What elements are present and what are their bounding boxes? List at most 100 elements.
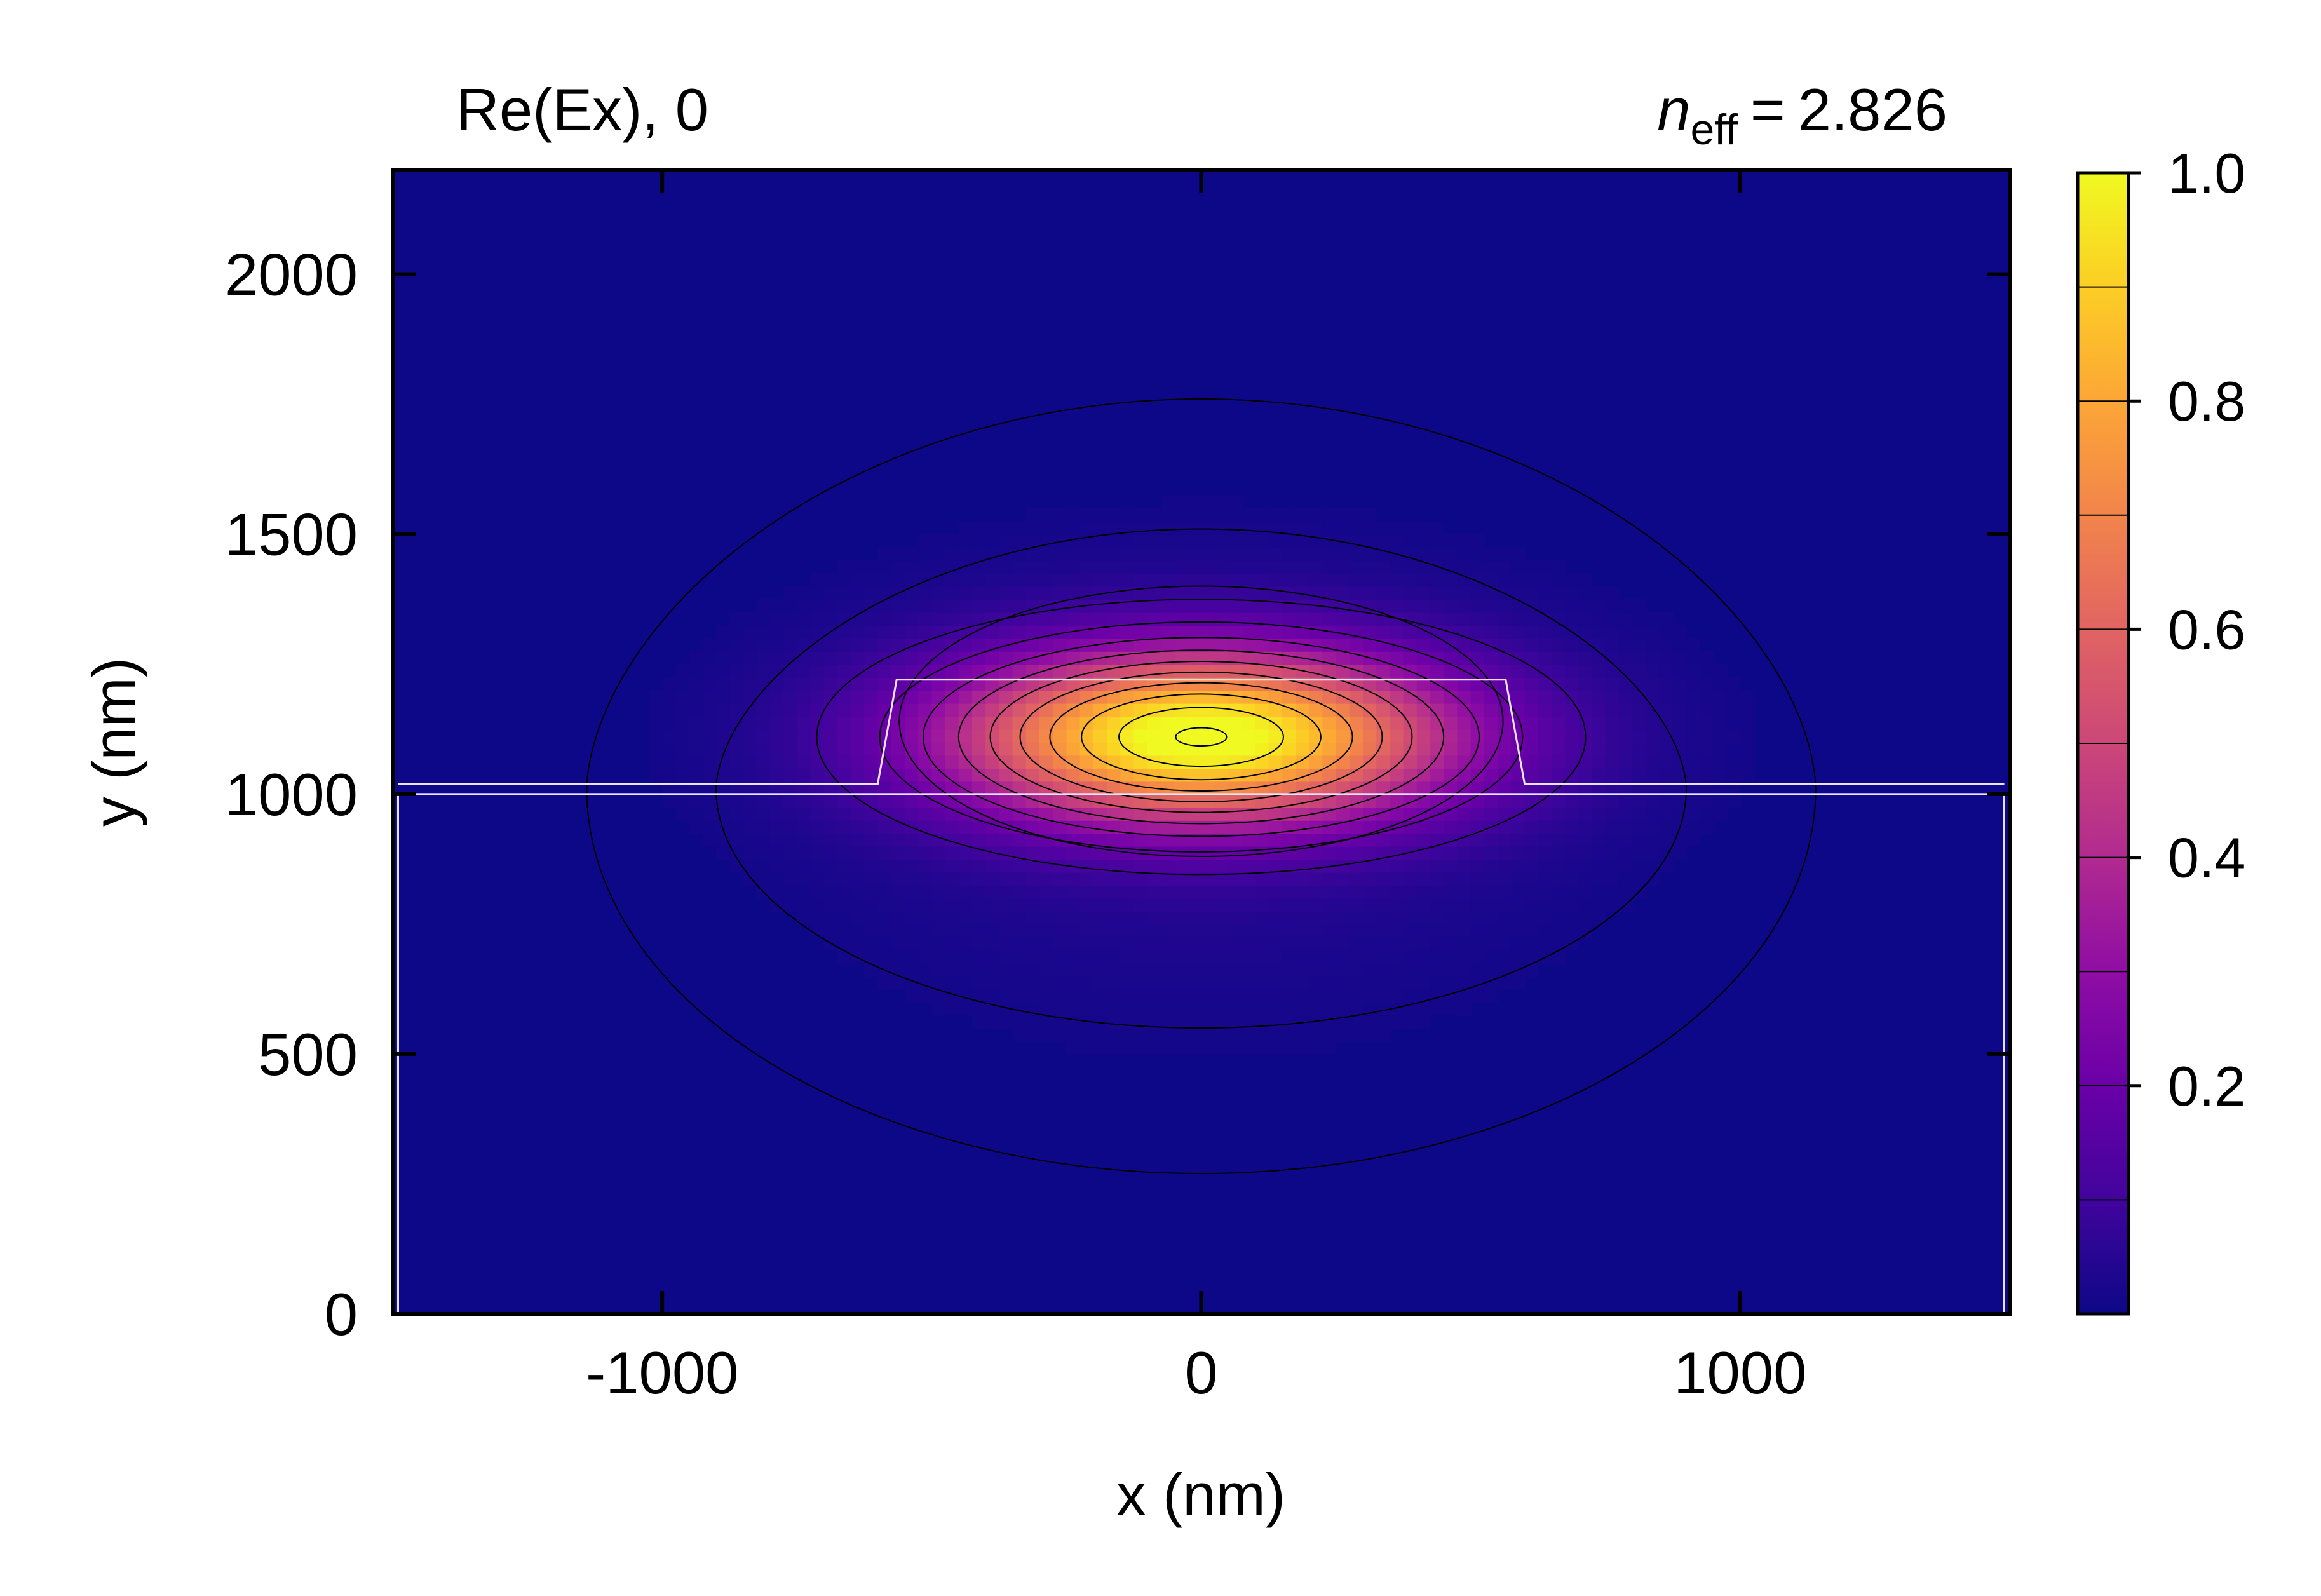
field-cell bbox=[1255, 976, 1269, 990]
field-cell bbox=[1295, 820, 1310, 834]
field-cell bbox=[769, 885, 785, 899]
field-cell bbox=[1214, 508, 1229, 522]
field-cell bbox=[931, 963, 946, 977]
field-cell bbox=[1726, 768, 1741, 782]
field-cell bbox=[823, 872, 838, 886]
field-cell bbox=[1079, 521, 1094, 535]
field-cell bbox=[1403, 885, 1418, 899]
field-cell bbox=[999, 742, 1013, 756]
field-cell bbox=[891, 833, 905, 847]
field-cell bbox=[689, 703, 703, 717]
field-cell bbox=[931, 1002, 946, 1016]
field-cell bbox=[1188, 910, 1202, 925]
field-cell bbox=[985, 521, 1000, 535]
field-cell bbox=[1390, 521, 1404, 535]
field-cell bbox=[823, 729, 838, 743]
field-cell bbox=[797, 742, 811, 756]
field-cell bbox=[1012, 846, 1027, 860]
field-cell bbox=[931, 937, 946, 951]
field-cell bbox=[1242, 963, 1256, 977]
field-cell bbox=[1403, 742, 1418, 756]
field-cell bbox=[1618, 703, 1634, 717]
field-cell bbox=[1107, 963, 1121, 977]
field-cell bbox=[1268, 573, 1283, 587]
field-cell bbox=[1188, 781, 1202, 795]
field-cell bbox=[810, 794, 825, 808]
field-cell bbox=[1592, 599, 1606, 613]
field-cell bbox=[1309, 989, 1323, 1003]
field-cell bbox=[999, 1015, 1013, 1029]
field-cell bbox=[810, 820, 825, 834]
field-cell bbox=[1416, 651, 1431, 665]
field-cell bbox=[891, 794, 905, 808]
field-cell bbox=[1120, 898, 1135, 912]
field-cell bbox=[783, 625, 798, 639]
field-cell bbox=[689, 755, 703, 769]
field-cell bbox=[1363, 898, 1377, 912]
field-cell bbox=[1242, 885, 1256, 899]
field-cell bbox=[985, 768, 1000, 782]
field-cell bbox=[1403, 781, 1418, 795]
field-cell bbox=[648, 742, 663, 756]
field-cell bbox=[837, 729, 852, 743]
field-cell bbox=[1188, 547, 1202, 561]
field-cell bbox=[1511, 950, 1526, 964]
field-cell bbox=[1025, 820, 1040, 834]
field-cell bbox=[877, 599, 892, 613]
field-cell bbox=[1524, 703, 1539, 717]
field-cell bbox=[1120, 833, 1135, 847]
field-cell bbox=[756, 742, 771, 756]
field-cell bbox=[1430, 963, 1445, 977]
field-cell bbox=[783, 690, 798, 704]
field-cell bbox=[1053, 612, 1067, 626]
field-cell bbox=[1268, 807, 1283, 821]
field-cell bbox=[1416, 1015, 1431, 1029]
field-cell bbox=[1484, 716, 1499, 730]
field-cell bbox=[837, 573, 852, 587]
field-cell bbox=[1618, 794, 1634, 808]
field-cell bbox=[1646, 651, 1660, 665]
field-cell bbox=[1403, 910, 1418, 925]
field-cell bbox=[1511, 794, 1526, 808]
field-cell bbox=[1349, 924, 1364, 938]
field-cell bbox=[1160, 924, 1175, 938]
field-cell bbox=[1214, 820, 1229, 834]
field-cell bbox=[1336, 924, 1350, 938]
field-cell bbox=[931, 976, 946, 990]
field-cell bbox=[1592, 664, 1606, 678]
field-cell bbox=[971, 768, 987, 782]
field-cell bbox=[864, 807, 879, 821]
field-cell bbox=[891, 950, 905, 964]
field-cell bbox=[1188, 625, 1202, 639]
field-cell bbox=[864, 729, 879, 743]
field-cell bbox=[1079, 508, 1094, 522]
field-cell bbox=[1484, 573, 1499, 587]
field-cell bbox=[1646, 638, 1660, 652]
field-cell bbox=[1700, 690, 1714, 704]
field-cell bbox=[1039, 820, 1054, 834]
field-cell bbox=[1618, 885, 1634, 899]
field-cell bbox=[1686, 677, 1701, 691]
field-cell bbox=[1133, 547, 1148, 561]
field-cell bbox=[1255, 820, 1269, 834]
field-cell bbox=[1646, 859, 1660, 873]
field-cell bbox=[945, 690, 959, 704]
field-cell bbox=[958, 612, 973, 626]
field-cell bbox=[1376, 963, 1391, 977]
field-cell bbox=[1363, 729, 1377, 743]
field-cell bbox=[797, 807, 811, 821]
field-cell bbox=[985, 950, 1000, 964]
field-cell bbox=[1363, 638, 1377, 652]
field-cell bbox=[1349, 703, 1364, 717]
field-cell bbox=[1309, 638, 1323, 652]
field-cell bbox=[1214, 703, 1229, 717]
field-cell bbox=[1592, 729, 1606, 743]
field-cell bbox=[648, 755, 663, 769]
field-cell bbox=[1120, 560, 1135, 574]
field-cell bbox=[1538, 898, 1552, 912]
field-cell bbox=[743, 703, 757, 717]
field-cell bbox=[810, 807, 825, 821]
field-cell bbox=[1444, 846, 1458, 860]
y-tick-label: 1000 bbox=[225, 761, 358, 828]
